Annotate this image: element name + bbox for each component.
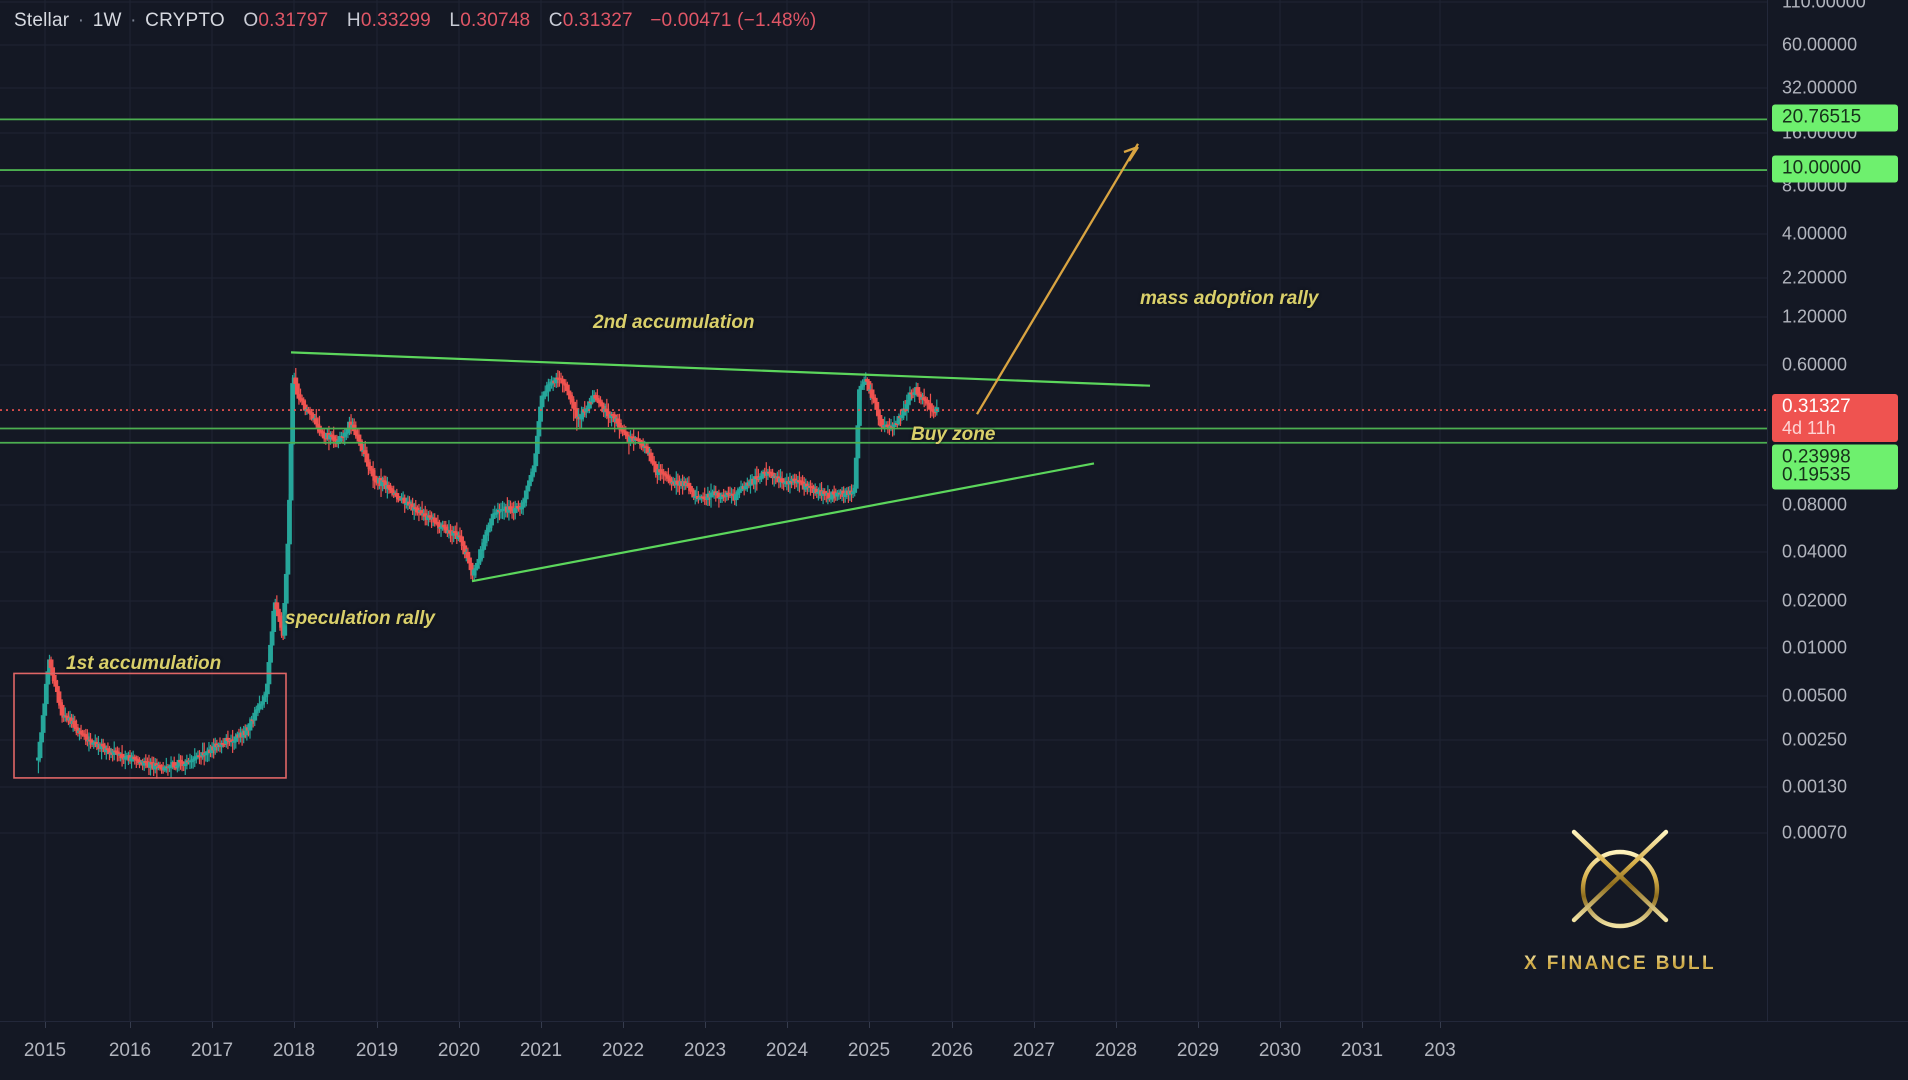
open-value: 0.31797 [258,10,329,31]
price-axis-label: 0.04000 [1782,541,1848,562]
annotation-mass-adoption-rally[interactable]: mass adoption rally [1140,288,1319,309]
time-axis-tick [294,1022,295,1028]
time-axis-label: 2024 [765,1040,809,1061]
price-axis-label: 2.20000 [1782,267,1848,288]
price-axis-label: 0.60000 [1782,354,1848,375]
price-axis-label: 0.00250 [1782,729,1848,750]
time-axis-label: 2029 [1176,1040,1220,1061]
time-axis-label: 2020 [437,1040,481,1061]
time-axis-tick [212,1022,213,1028]
time-axis-label: 2031 [1340,1040,1384,1061]
time-axis-tick [1362,1022,1363,1028]
time-axis-tick [952,1022,953,1028]
price-badge-value: 0.23998 [1782,446,1851,468]
legend-separator-1: · [77,10,85,31]
time-axis-label: 2025 [847,1040,891,1061]
price-badge-value: 20.76515 [1782,106,1862,128]
projection-arrow-head [1123,145,1139,162]
time-axis-tick [130,1022,131,1028]
time-axis-label: 2028 [1094,1040,1138,1061]
price-axis-label: 0.02000 [1782,590,1848,611]
time-axis-label: 2017 [190,1040,234,1061]
low-label: L [449,10,461,31]
price-axis-label: 110.00000 [1782,0,1866,12]
open-label: O [243,10,259,31]
price-axis-label: 0.01000 [1782,637,1848,658]
exchange-label: CRYPTO [145,10,225,31]
price-badge-green[interactable]: 20.76515 [1772,104,1898,132]
price-axis-label: 60.00000 [1782,34,1858,55]
low-value: 0.30748 [460,10,531,31]
time-axis-tick [787,1022,788,1028]
ohlc-low: L0.30748 [449,10,530,31]
price-badge-green[interactable]: 10.00000 [1772,155,1898,183]
price-axis-label: 1.20000 [1782,306,1848,327]
close-value: 0.31327 [562,10,633,31]
price-badge-value: 10.00000 [1782,157,1862,179]
price-badge-value: 0.19535 [1782,464,1851,486]
interval-label[interactable]: 1W [92,10,122,31]
time-axis-label: 2016 [108,1040,152,1061]
chart-legend: Stellar · 1W · CRYPTO O0.31797 H0.33299 … [14,10,816,32]
time-axis-label: 2023 [683,1040,727,1061]
grid-layer [0,0,1768,1022]
price-axis[interactable]: 110.00000 60.00000 32.00000 16.00000 8.00000… [1767,0,1908,1022]
annotation-first-accumulation[interactable]: 1st accumulation [66,653,222,674]
time-axis-tick [377,1022,378,1028]
time-axis-tick [623,1022,624,1028]
price-axis-label: 4.00000 [1782,223,1848,244]
time-axis-tick [1034,1022,1035,1028]
candlestick-layer [36,367,940,779]
wedge-upper-trendline [290,351,1151,387]
legend-separator-2: · [130,10,137,31]
chart-plot-area[interactable] [0,0,1768,1022]
time-axis-tick [459,1022,460,1028]
high-label: H [346,10,361,31]
price-axis-label: 0.00130 [1782,776,1848,797]
annotation-buy-zone[interactable]: Buy zone [911,424,996,445]
price-badge-green[interactable]: 0.19535 [1772,462,1898,490]
price-badge-red[interactable]: 0.31327 4d 11h [1772,394,1898,442]
time-axis[interactable]: 2015 2016 2017 2018 2019 2020 2021 2022 2023 2024… [0,1021,1908,1080]
symbol-name[interactable]: Stellar [14,10,70,31]
time-axis-label: 203 [1424,1040,1456,1061]
time-axis-label: 2018 [272,1040,316,1061]
close-label: C [548,10,563,31]
change-value: −0.00471 (−1.48%) [650,10,817,31]
time-axis-tick [705,1022,706,1028]
price-axis-label: 0.00070 [1782,822,1848,843]
time-axis-tick [1280,1022,1281,1028]
annotation-second-accumulation[interactable]: 2nd accumulation [593,312,755,333]
high-value: 0.33299 [360,10,431,31]
time-axis-label: 2021 [519,1040,563,1061]
price-axis-label: 0.08000 [1782,494,1848,515]
time-axis-tick [45,1022,46,1028]
time-axis-tick [869,1022,870,1028]
time-axis-label: 2026 [930,1040,974,1061]
time-axis-label: 2030 [1258,1040,1302,1061]
wedge-lower-trendline [471,462,1095,583]
time-axis-label: 2022 [601,1040,645,1061]
time-axis-tick [541,1022,542,1028]
drawings-layer [0,118,1768,779]
ohlc-open: O0.31797 [243,10,328,31]
price-axis-label: 0.00500 [1782,685,1848,706]
time-axis-label: 2019 [355,1040,399,1061]
ohlc-high: H0.33299 [347,10,431,31]
projection-arrow-shaft [976,143,1139,415]
accumulation-box [13,672,287,779]
time-axis-tick [1440,1022,1441,1028]
bar-countdown: 4d 11h [1782,418,1836,438]
ohlc-close: C0.31327 [549,10,633,31]
time-axis-label: 2027 [1012,1040,1056,1061]
time-axis-tick [1198,1022,1199,1028]
time-axis-tick [1116,1022,1117,1028]
annotation-speculation-rally[interactable]: speculation rally [285,608,435,629]
time-axis-label: 2015 [23,1040,67,1061]
price-axis-label: 32.00000 [1782,77,1858,98]
price-badge-value: 0.31327 [1782,396,1851,417]
